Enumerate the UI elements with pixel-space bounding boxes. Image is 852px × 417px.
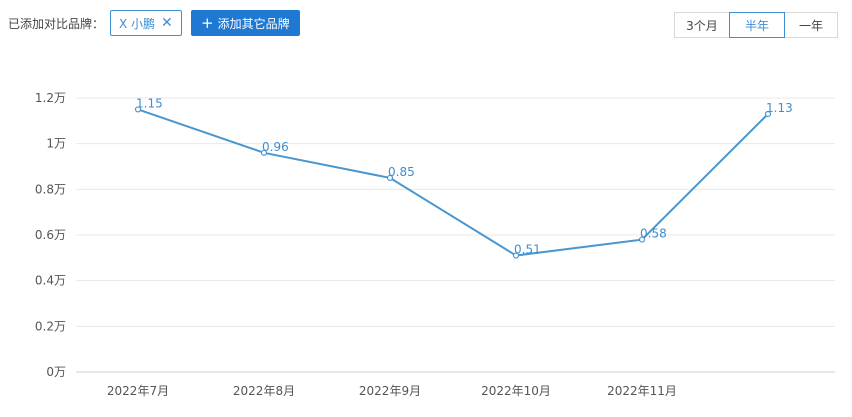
data-label: 0.58 [640,227,667,241]
grid-lines [76,97,835,373]
plus-icon: + [201,13,214,32]
x-tick-label: 2022年10月 [481,384,551,398]
data-labels: 1.15 0.96 0.85 0.51 0.58 1.13 [136,96,793,256]
filter-bar: 已添加对比品牌： X 小鹏 ✕ + 添加其它品牌 3个月 半年 一年 [0,0,852,48]
y-tick-label: 1万 [46,137,66,151]
data-label: 1.15 [136,96,163,110]
data-label: 1.13 [766,101,793,115]
x-tick-label: 2022年7月 [107,384,169,398]
series-line-path [137,108,769,257]
data-point [386,174,394,182]
y-tick-label: 0.4万 [35,274,66,288]
brand-tag-text: X 小鹏 [119,16,156,31]
data-label: 0.85 [388,165,415,179]
data-point [512,252,520,259]
data-label: 0.96 [262,140,289,154]
y-tick-label: 1.2万 [35,91,66,105]
series-line [137,108,769,257]
data-label: 0.51 [514,243,541,257]
x-tick-label: 2022年9月 [359,384,421,398]
period-3-months-button[interactable]: 3个月 [674,12,730,38]
x-tick-label: 2022年8月 [233,384,295,398]
x-axis-labels: 2022年7月 2022年8月 2022年9月 2022年10月 2022年11月 [107,384,677,398]
y-axis-labels: 0万 0.2万 0.4万 0.6万 0.8万 1万 1.2万 [35,91,66,379]
data-points [134,106,772,259]
brand-tag-xiaopeng[interactable]: X 小鹏 ✕ [110,10,182,36]
data-point [260,149,268,156]
data-point [638,236,646,243]
close-icon[interactable]: ✕ [161,15,173,31]
add-brand-button[interactable]: + 添加其它品牌 [191,10,300,36]
y-tick-label: 0万 [46,365,66,379]
y-tick-label: 0.8万 [35,182,66,196]
add-brand-label: 添加其它品牌 [217,16,290,31]
compare-brands-label: 已添加对比品牌： [8,17,105,31]
period-half-year-button[interactable]: 半年 [729,12,785,38]
data-point [764,110,772,118]
data-point [134,106,142,113]
y-tick-label: 0.2万 [35,319,66,333]
x-tick-label: 2022年11月 [607,384,677,398]
y-tick-label: 0.6万 [35,228,66,242]
period-selector: 3个月 半年 一年 [674,12,838,38]
